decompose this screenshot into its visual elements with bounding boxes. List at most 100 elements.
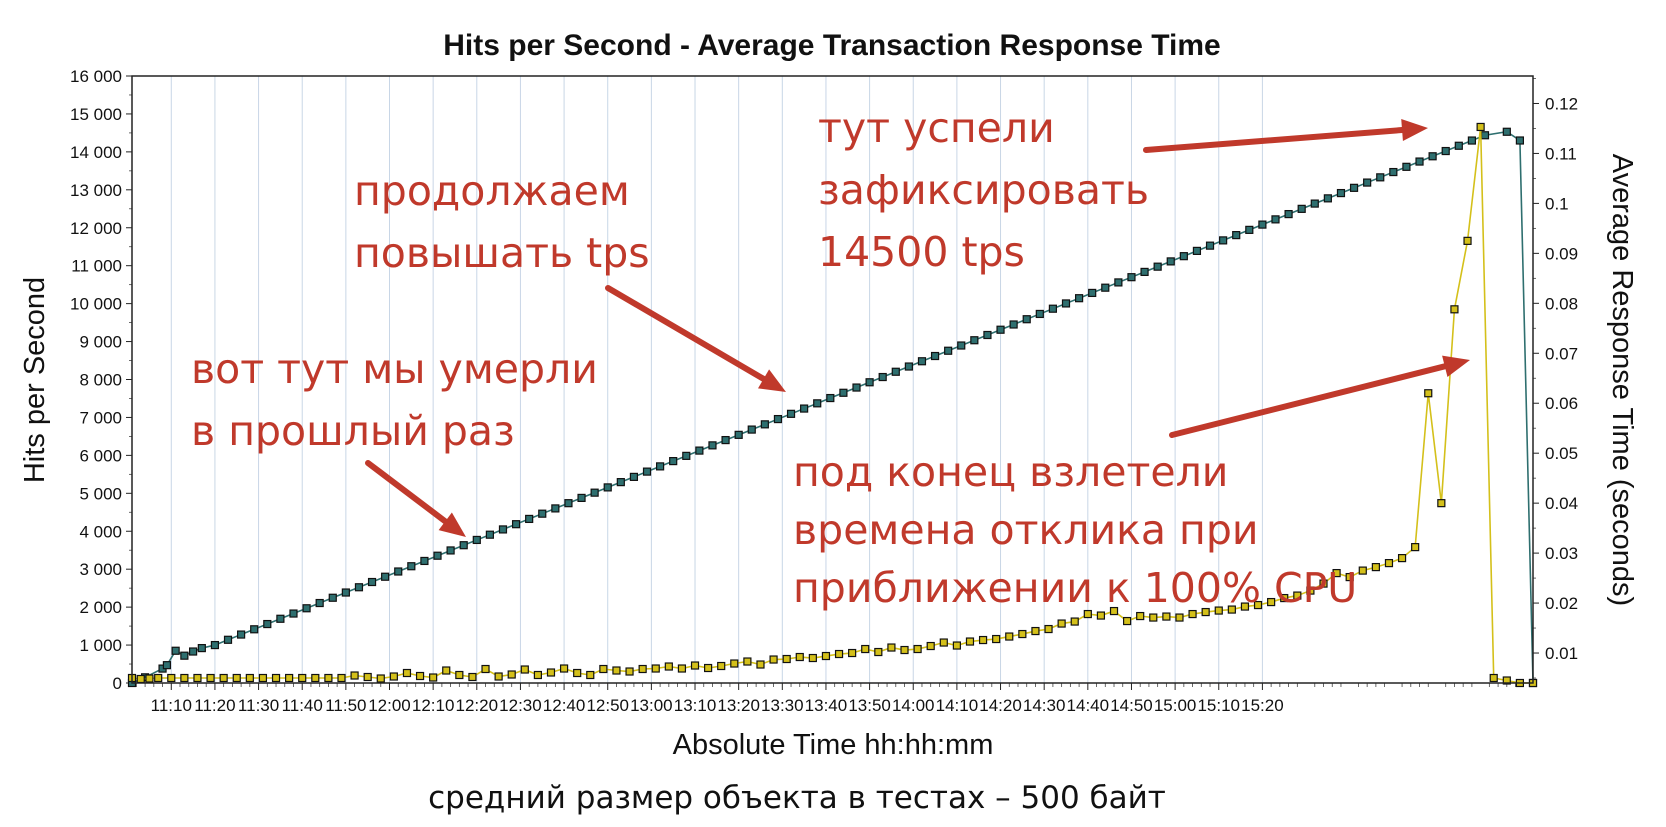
x-tick-label: 12:40 [543, 696, 586, 715]
annotation-response-line2: времена отклика при [793, 506, 1259, 554]
avg-response-time-point [311, 673, 320, 683]
avg-response-time-point [1267, 597, 1276, 607]
avg-response-time-point [821, 651, 831, 661]
annotation-continue: продолжаем повышать tps [354, 167, 650, 277]
hits-per-second-point [1009, 320, 1018, 329]
hits-per-second-point [498, 525, 508, 534]
y-right-tick-label: 0.04 [1545, 494, 1578, 513]
hits-per-second-point [189, 647, 198, 656]
hits-per-second-point [459, 541, 468, 550]
x-tick-label: 12:30 [499, 696, 542, 715]
x-tick-label: 13:10 [674, 696, 717, 715]
avg-response-time-point [324, 673, 333, 683]
hits-per-second-point [1480, 131, 1490, 140]
y-axis-title-left: Hits per Second [19, 277, 51, 483]
avg-response-time-point [1240, 602, 1250, 611]
avg-response-time-point [193, 673, 202, 683]
avg-response-time-point [442, 666, 451, 675]
x-tick-label: 12:00 [368, 696, 411, 715]
hits-per-second-point [1297, 204, 1306, 213]
hits-per-second-point [1101, 283, 1110, 292]
x-tick-label: 14:40 [1067, 696, 1110, 715]
avg-response-time-point [1005, 632, 1014, 641]
avg-response-time-point [887, 643, 896, 652]
avg-response-time-point [533, 670, 542, 680]
hits-per-second-point [171, 646, 180, 655]
y-left-tick-label: 4 000 [79, 522, 122, 541]
hits-per-second-point [237, 630, 246, 639]
avg-response-time-point [1293, 591, 1302, 600]
avg-response-time-point [664, 662, 673, 671]
avg-response-time-point [154, 673, 163, 683]
annotation-fixed-14500: тут успели зафиксировать 14500 tps [818, 104, 1149, 276]
hits-per-second-point [930, 351, 940, 361]
avg-response-time-point [1332, 568, 1341, 578]
avg-response-time-point [546, 668, 556, 677]
avg-response-time-point [1018, 629, 1027, 639]
hits-per-second-point [826, 393, 835, 403]
annotation-died: вот тут мы умерли в прошлый раз [191, 345, 598, 455]
avg-response-time-point [258, 673, 268, 683]
avg-response-time-point [573, 668, 582, 678]
avg-response-time-point [717, 661, 726, 671]
annotation-fixed-14500-line3: 14500 tps [818, 228, 1025, 276]
hits-per-second-point [1114, 278, 1123, 287]
hits-per-second-point [944, 346, 953, 355]
x-tick-label: 14:50 [1110, 696, 1153, 715]
annotation-arrow [1143, 119, 1428, 153]
avg-response-time-point [1371, 562, 1380, 572]
hits-per-second-point [708, 441, 717, 450]
annotation-died-line1: вот тут мы умерли [191, 345, 598, 393]
avg-response-time-point [429, 673, 438, 682]
hits-per-second-point [210, 640, 220, 650]
hits-per-second-point [564, 499, 573, 508]
y-right-tick-label: 0.09 [1545, 244, 1578, 263]
y-right-tick-label: 0.12 [1545, 94, 1578, 113]
x-tick-label: 15:00 [1154, 696, 1197, 715]
y-right-tick-label: 0.03 [1545, 544, 1578, 563]
y-right-tick-label: 0.02 [1545, 594, 1578, 613]
hits-per-second-point [1402, 162, 1411, 171]
hits-per-second-point [1061, 299, 1071, 308]
y-left-tick-label: 16 000 [70, 67, 122, 86]
hits-per-second-point [669, 457, 678, 466]
annotation-arrow-shaft [605, 285, 767, 382]
avg-response-time-point [1201, 607, 1210, 617]
x-tick-label: 13:40 [805, 696, 848, 715]
hits-per-second-point [695, 446, 704, 455]
hits-per-second-point [642, 467, 652, 476]
annotation-arrow-head [758, 369, 786, 392]
annotation-fixed-14500-line2: зафиксировать [818, 166, 1149, 214]
y-axis-title-right: Average Response Time (seconds) [1606, 154, 1638, 606]
avg-response-time-point [704, 663, 713, 673]
avg-response-time-point [874, 647, 883, 657]
avg-response-time-point [939, 638, 948, 647]
avg-response-time-point [1384, 558, 1394, 568]
avg-response-time-point [415, 671, 425, 681]
grid [170, 76, 1263, 683]
y-left-tick-label: 9 000 [79, 333, 122, 352]
y-left-tick-label: 15 000 [70, 105, 122, 124]
hits-per-second-point [1048, 304, 1058, 313]
annotation-arrow [605, 285, 786, 392]
avg-response-time-point [1280, 593, 1289, 603]
x-tick-label: 14:00 [892, 696, 935, 715]
y-left-tick-label: 5 000 [79, 484, 122, 503]
hits-per-second-point [1258, 220, 1267, 229]
avg-response-time-point [206, 673, 215, 683]
hits-per-second-point [162, 661, 172, 670]
hits-per-second-point [970, 336, 979, 345]
y-left-tick-label: 0 [113, 674, 122, 693]
hits-per-second-point [420, 556, 429, 566]
avg-response-time-point [677, 664, 687, 673]
avg-response-time-point [1083, 609, 1092, 619]
avg-response-time-point [743, 657, 752, 666]
avg-response-time-point [1096, 611, 1106, 620]
x-tick-label: 11:50 [325, 696, 366, 715]
hits-per-second-point [1415, 157, 1424, 166]
x-tick-label: 13:50 [848, 696, 891, 715]
avg-response-time-point [1044, 624, 1053, 634]
chart-title: Hits per Second - Average Transaction Re… [443, 29, 1220, 62]
hits-per-second-point [315, 598, 324, 608]
hits-per-second-point [1389, 167, 1398, 177]
